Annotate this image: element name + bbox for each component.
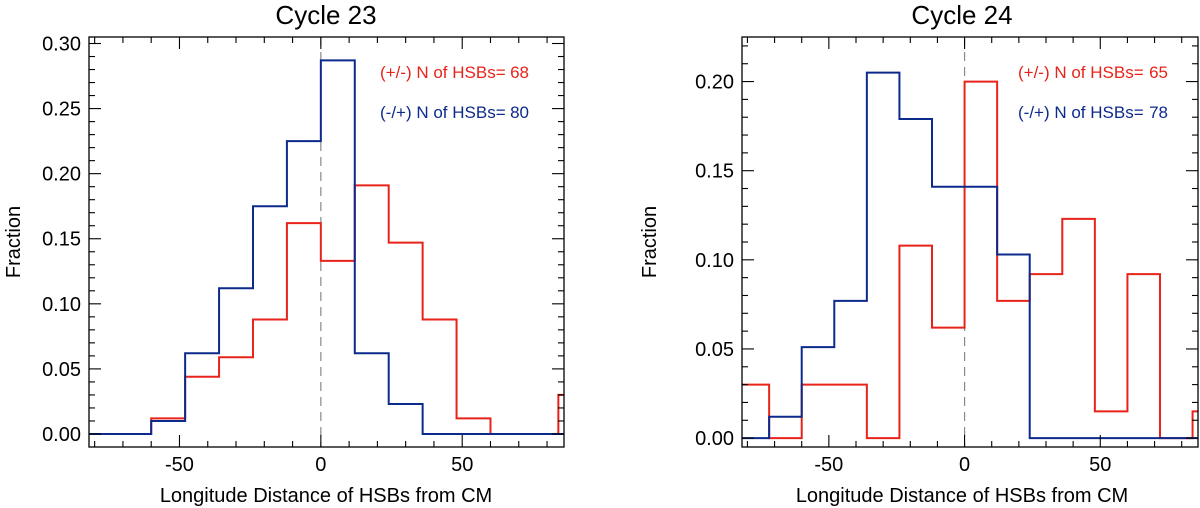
y-tick-label: 0.10 <box>695 250 734 272</box>
y-tick-label: 0.10 <box>42 294 81 316</box>
legend-count-plus-minus: 68 <box>510 63 529 82</box>
histogram-series-minus-plus <box>89 59 564 435</box>
chart-title: Cycle 24 <box>911 0 1012 30</box>
x-tick-label: 0 <box>315 454 326 476</box>
y-tick-label: 0.15 <box>42 229 81 251</box>
y-tick-label: 0.05 <box>695 339 734 361</box>
x-tick-label: 50 <box>451 454 473 476</box>
y-tick-label: 0.20 <box>42 164 81 186</box>
histogram-series-minus-plus <box>742 71 1198 440</box>
x-tick-label: 50 <box>1089 454 1111 476</box>
histogram-series-plus-minus <box>742 80 1198 440</box>
y-tick-label: 0.00 <box>42 424 81 446</box>
y-tick-label: 0.20 <box>695 72 734 94</box>
chart-title: Cycle 23 <box>275 0 376 30</box>
y-axis-title: Fraction <box>3 206 25 278</box>
x-axis-title: Longitude Distance of HSBs from CM <box>160 485 492 507</box>
plot-frame <box>88 36 565 448</box>
legend-label-plus-minus: (+/-) N of HSBs= <box>1018 63 1144 82</box>
histogram-series-plus-minus <box>89 184 564 435</box>
x-axis-title: Longitude Distance of HSBs from CM <box>796 485 1128 507</box>
x-tick-label: -50 <box>814 454 843 476</box>
legend-label-plus-minus: (+/-) N of HSBs= <box>380 63 506 82</box>
y-tick-label: 0.30 <box>42 34 81 56</box>
legend-label-minus-plus: (-/+) N of HSBs= <box>1018 103 1144 122</box>
panel-cycle-23: Cycle 23 Longitude Distance of HSBs from… <box>3 0 565 507</box>
x-tick-label: 0 <box>959 454 970 476</box>
y-axis-title: Fraction <box>639 206 661 278</box>
x-tick-label: -50 <box>165 454 194 476</box>
y-tick-label: 0.00 <box>695 428 734 450</box>
y-tick-label: 0.25 <box>42 99 81 121</box>
legend-count-plus-minus: 65 <box>1149 63 1168 82</box>
legend-count-minus-plus: 80 <box>510 103 529 122</box>
y-tick-label: 0.05 <box>42 359 81 381</box>
legend-count-minus-plus: 78 <box>1149 103 1168 122</box>
y-tick-label: 0.15 <box>695 161 734 183</box>
panel-cycle-24: Cycle 24 Longitude Distance of HSBs from… <box>639 0 1199 507</box>
legend-label-minus-plus: (-/+) N of HSBs= <box>380 103 506 122</box>
